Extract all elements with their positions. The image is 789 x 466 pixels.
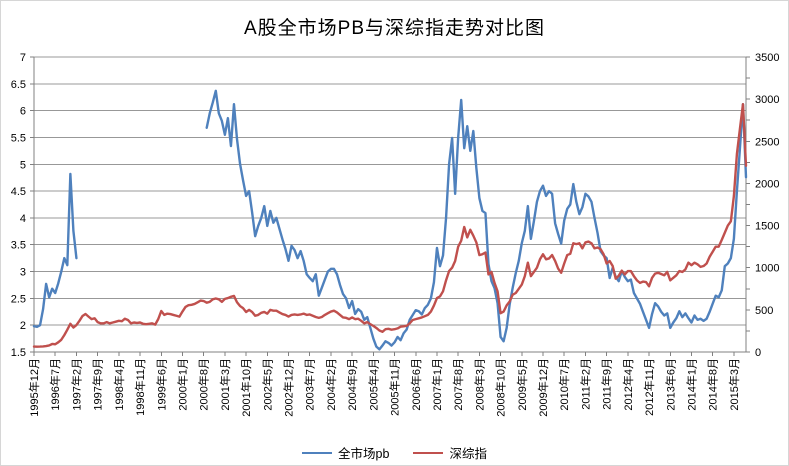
- x-axis-label: 2014年1月: [684, 358, 698, 411]
- x-axis-label: 2007年1月: [430, 358, 444, 411]
- x-axis-label: 1999年6月: [154, 358, 168, 411]
- left-axis-label: 7: [20, 52, 26, 64]
- right-axis-label: 3000: [755, 94, 779, 106]
- x-axis-label: 2001年3月: [218, 358, 232, 411]
- x-axis-label: 1997年2月: [69, 358, 83, 411]
- left-axis-label: 6.5: [11, 79, 26, 91]
- right-axis-label: 3500: [755, 52, 779, 64]
- x-axis-label: 2008年3月: [472, 358, 486, 411]
- x-axis-label: 2008年10月: [494, 358, 508, 417]
- legend-label: 全市场pb: [338, 447, 390, 461]
- x-axis-label: 2000年8月: [197, 358, 211, 411]
- x-axis-label: 1995年12月: [27, 358, 41, 417]
- x-axis-label: 2003年7月: [303, 358, 317, 411]
- right-axis-label: 2000: [755, 178, 779, 190]
- right-axis-label: 0: [755, 347, 761, 359]
- x-axis-label: 2005年11月: [388, 358, 402, 416]
- left-axis-label: 2: [20, 320, 26, 332]
- left-axis-label: 6: [20, 106, 26, 118]
- legend-item-pb: 全市场pb: [302, 443, 389, 462]
- left-axis-label: 5.5: [11, 132, 26, 144]
- x-axis-label: 2012年4月: [621, 358, 635, 411]
- x-axis-label: 2004年2月: [324, 358, 338, 411]
- x-axis-label: 2010年7月: [557, 358, 571, 411]
- x-axis-label: 2000年1月: [175, 358, 189, 411]
- right-axis-label: 1000: [755, 263, 779, 275]
- x-axis-label: 2005年4月: [366, 358, 380, 411]
- x-axis-label: 2002年5月: [260, 358, 274, 411]
- x-axis-label: 1996年7月: [48, 358, 62, 411]
- left-axis-label: 3.5: [11, 240, 26, 252]
- left-axis-label: 4.5: [11, 186, 26, 198]
- left-axis-label: 5: [20, 159, 26, 171]
- x-axis-label: 1998年4月: [112, 358, 126, 411]
- legend: 全市场pb 深综指: [1, 443, 788, 462]
- right-axis-label: 1500: [755, 221, 779, 233]
- x-axis-label: 2001年10月: [239, 358, 253, 417]
- right-axis-label: 2500: [755, 136, 779, 148]
- left-axis-label: 3: [20, 267, 26, 279]
- x-axis-label: 2011年9月: [600, 358, 614, 410]
- x-axis-label: 2012年11月: [642, 358, 656, 416]
- left-axis-label: 4: [20, 213, 26, 225]
- series-line-pb: [32, 89, 748, 351]
- x-axis-label: 2011年2月: [578, 358, 592, 410]
- chart-title: A股全市场PB与深综指走势对比图: [243, 18, 546, 39]
- left-axis-label: 1.5: [11, 347, 26, 359]
- x-axis-label: 2014年8月: [706, 358, 720, 411]
- x-axis-label: 2013年6月: [663, 358, 677, 411]
- x-axis-label: 2006年6月: [409, 358, 423, 411]
- left-axis-label: 2.5: [11, 293, 26, 305]
- x-axis-label: 1998年11月: [133, 358, 147, 416]
- legend-label: 深综指: [449, 447, 487, 461]
- x-axis-label: 2015年3月: [727, 358, 741, 411]
- right-axis-label: 500: [755, 305, 773, 317]
- x-axis-label: 1997年9月: [91, 358, 105, 411]
- x-axis-label: 2004年9月: [345, 358, 359, 411]
- series-line-szcomp: [32, 103, 748, 348]
- legend-item-szcomp: 深综指: [413, 443, 487, 462]
- x-axis-label: 2007年8月: [451, 358, 465, 411]
- legend-line-swatch: [413, 451, 444, 454]
- legend-line-swatch: [302, 451, 333, 454]
- x-axis-label: 2009年5月: [515, 358, 529, 411]
- x-axis-label: 2009年12月: [536, 358, 550, 417]
- x-axis-label: 2002年12月: [282, 358, 296, 417]
